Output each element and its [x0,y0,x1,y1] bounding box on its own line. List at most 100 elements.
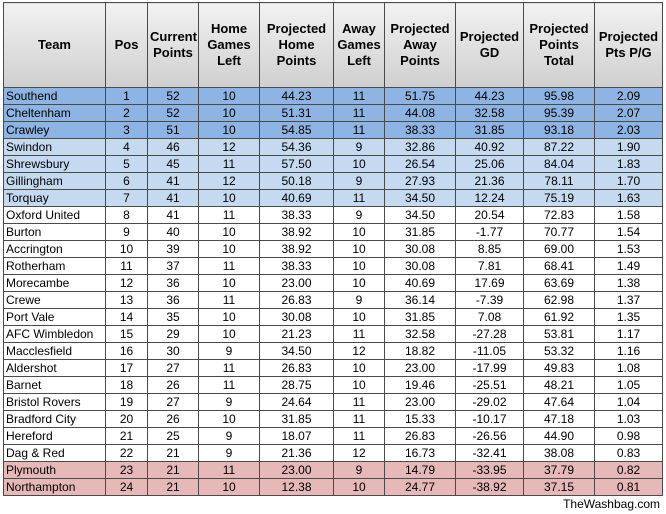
table-cell: 93.18 [523,121,595,139]
table-cell: 41 [147,189,199,207]
header-row: Team Pos Current Points Home Games Left Proj… [3,2,663,88]
table-cell: 37.15 [523,478,595,496]
table-cell: 10 [198,325,260,343]
table-cell: 27 [147,359,199,377]
table-cell: 1 [105,87,148,105]
table-cell: Swindon [3,138,106,156]
table-cell: 37.79 [523,461,595,479]
table-cell: 11 [333,121,385,139]
table-cell: 30 [147,342,199,360]
table-cell: 1.16 [594,342,663,360]
table-cell: 26.54 [384,155,456,173]
table-cell: Bradford City [3,410,106,428]
table-cell: 10 [198,308,260,326]
table-row: Burton 9 40 10 38.92 10 31.85 -1.77 70.77 1.54 [3,223,663,241]
table-cell: 15 [105,325,148,343]
table-cell: -17.99 [455,359,524,377]
table-cell: 61.92 [523,308,595,326]
table-row: Accrington 10 39 10 38.92 10 30.08 8.85 69.00 1.5… [3,240,663,258]
table-row: Dag & Red 22 21 9 21.36 12 16.73 -32.41 38.08 0.8… [3,444,663,462]
table-cell: 38.92 [259,223,334,241]
table-cell: 16.73 [384,444,456,462]
table-row: Northampton 24 21 10 12.38 10 24.77 -38.92 37.15… [3,478,663,496]
table-cell: 8 [105,206,148,224]
table-cell: 14 [105,308,148,326]
table-cell: 11 [333,427,385,445]
table-cell: 9 [333,461,385,479]
table-cell: 26.83 [259,291,334,309]
table-row: Rotherham 11 37 11 38.33 10 30.08 7.81 68.41 1.49 [3,257,663,275]
table-cell: 31.85 [384,223,456,241]
header-cell: Projected GD [455,2,524,88]
table-cell: 31.85 [455,121,524,139]
table-cell: 11 [198,376,260,394]
table-cell: 4 [105,138,148,156]
table-cell: Gillingham [3,172,106,190]
table-cell: 52 [147,87,199,105]
table-cell: 32.58 [384,325,456,343]
table-cell: 27 [147,393,199,411]
table-cell: -38.92 [455,478,524,496]
table-cell: 40.69 [259,189,334,207]
table-cell: 10 [198,410,260,428]
table-cell: 17 [105,359,148,377]
table-cell: 51.31 [259,104,334,122]
table-cell: 9 [333,291,385,309]
table-cell: 9 [198,393,260,411]
table-cell: 24.77 [384,478,456,496]
table-cell: 22 [105,444,148,462]
header-cell: Projected Points Total [523,2,595,88]
table-cell: Oxford United [3,206,106,224]
table-cell: 26.83 [384,427,456,445]
table-cell: 30.08 [384,240,456,258]
table-cell: -32.41 [455,444,524,462]
table-cell: 13 [105,291,148,309]
table-cell: 18.07 [259,427,334,445]
table-cell: 31.85 [259,410,334,428]
table-cell: 31.85 [384,308,456,326]
table-cell: 10 [198,240,260,258]
table-cell: 15.33 [384,410,456,428]
table-cell: 19.46 [384,376,456,394]
table-cell: 11 [105,257,148,275]
table-cell: Shrewsbury [3,155,106,173]
table-cell: 18 [105,376,148,394]
table-cell: 19 [105,393,148,411]
table-cell: 1.38 [594,274,663,292]
table-cell: -1.77 [455,223,524,241]
table-cell: Morecambe [3,274,106,292]
table-cell: 78.11 [523,172,595,190]
table-cell: -26.56 [455,427,524,445]
table-cell: Barnet [3,376,106,394]
header-cell: Team [3,2,106,88]
table-cell: 62.98 [523,291,595,309]
table-cell: 0.82 [594,461,663,479]
table-cell: 2.07 [594,104,663,122]
table-cell: -7.39 [455,291,524,309]
table-cell: 44.90 [523,427,595,445]
table-cell: Rotherham [3,257,106,275]
table-cell: 9 [198,342,260,360]
table-cell: -27.28 [455,325,524,343]
table-cell: 10 [198,87,260,105]
table-cell: 40.92 [455,138,524,156]
table-cell: 10 [198,223,260,241]
table-cell: 10 [333,274,385,292]
header-cell: Projected Away Points [384,2,456,88]
table-cell: 1.54 [594,223,663,241]
table-cell: 46 [147,138,199,156]
table-row: Crawley 3 51 10 54.85 11 38.33 31.85 93.18 2.03 [3,121,663,139]
table-cell: Port Vale [3,308,106,326]
table-row: Bristol Rovers 19 27 9 24.64 11 23.00 -29.02 47.… [3,393,663,411]
table-row: Shrewsbury 5 45 11 57.50 10 26.54 25.06 84.04 1.8… [3,155,663,173]
table-cell: 40 [147,223,199,241]
table-cell: -10.17 [455,410,524,428]
table-row: Gillingham 6 41 12 50.18 9 27.93 21.36 78.11 1.70 [3,172,663,190]
table-cell: 1.49 [594,257,663,275]
table-cell: 34.50 [259,342,334,360]
table-cell: 7 [105,189,148,207]
table-cell: 2 [105,104,148,122]
table-cell: Accrington [3,240,106,258]
table-cell: 17.69 [455,274,524,292]
table-cell: 38.92 [259,240,334,258]
